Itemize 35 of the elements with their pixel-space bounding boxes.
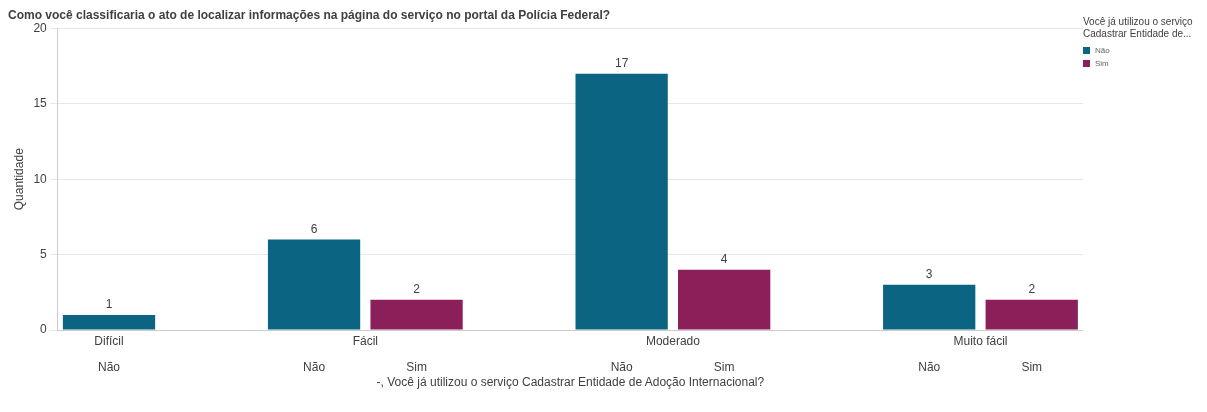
bar [678, 269, 771, 330]
y-tick-label: 0 [40, 322, 48, 337]
data-label: 1 [105, 297, 113, 312]
text: Não [98, 360, 121, 375]
bar [575, 73, 668, 330]
x-tick-label: Difícil [94, 334, 124, 349]
legend-label: Não [1095, 46, 1110, 55]
y-tick-label: 20 [33, 20, 48, 35]
legend-title: Você já utilizou o serviço Cadastrar Entidade de... [1083, 16, 1194, 40]
x-tick-label: Moderado [645, 334, 701, 349]
chart-title: Como você classificaria o ato de localizar informações na página do serviço no portal da Polícia Federal? [8, 7, 611, 22]
legend-label: Sim [1095, 59, 1109, 68]
bar [370, 299, 463, 330]
y-tick-label: 5 [40, 246, 48, 261]
y-tick-label: 10 [33, 171, 48, 186]
text: Sim [1021, 360, 1043, 375]
text: Sim [713, 360, 735, 375]
data-label: 2 [1028, 282, 1036, 297]
y-tick-label: 15 [33, 96, 48, 111]
x-axis-title: -, Você já utilizou o serviço Cadastrar Entidade de Adoção Internacional? [376, 375, 765, 390]
data-label: 2 [413, 282, 421, 297]
text: Não [918, 360, 941, 375]
x-tick-label: Fácil [352, 334, 378, 349]
text: Não [303, 360, 326, 375]
text: Não [610, 360, 633, 375]
data-label: 6 [310, 221, 318, 236]
data-label: 3 [925, 267, 933, 282]
text: Sim [406, 360, 427, 375]
data-label: 17 [614, 55, 629, 70]
data-label: 4 [720, 251, 728, 266]
bar [985, 299, 1078, 330]
x-tick-label: Muito fácil [953, 334, 1008, 349]
bar [267, 239, 361, 330]
y-axis-title: Quantidade [11, 147, 26, 211]
bar [883, 284, 976, 330]
